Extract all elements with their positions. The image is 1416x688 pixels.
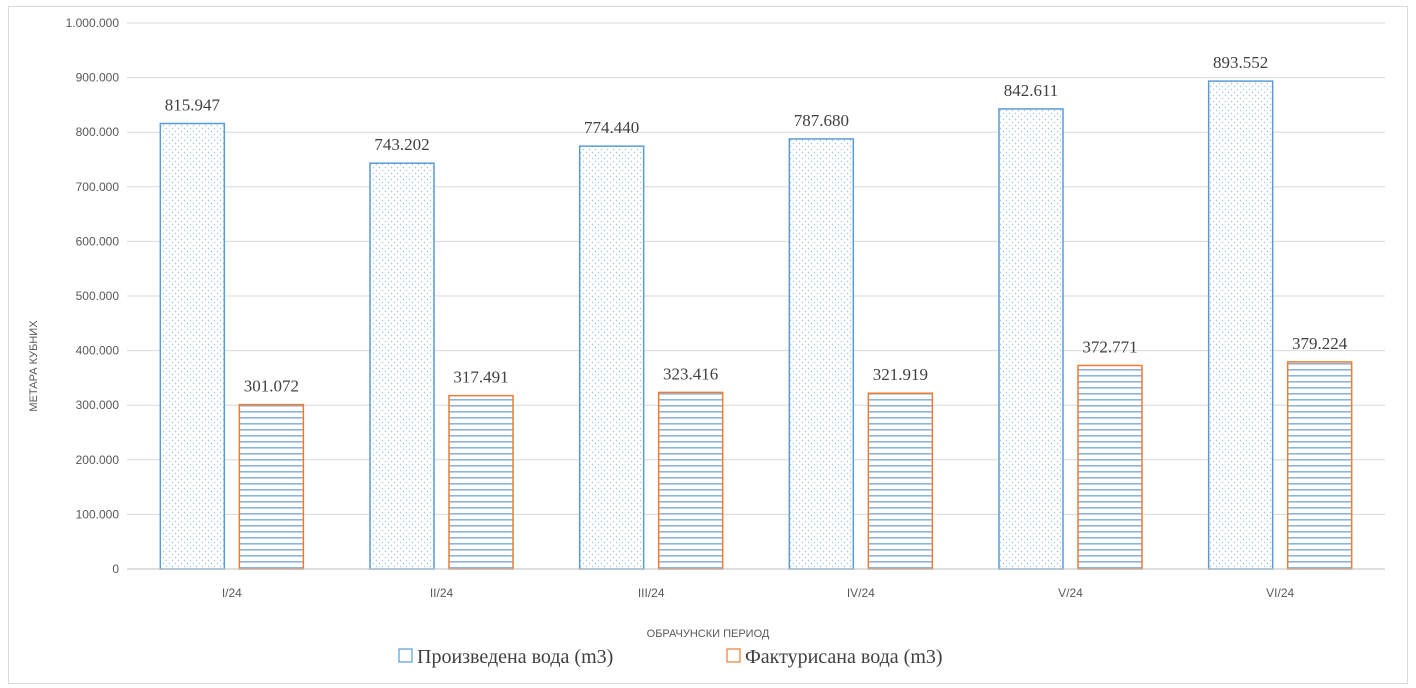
legend-label: Фактурисана вода (m3) [745,646,943,668]
data-label: 301.072 [244,377,299,396]
data-label: 743.202 [374,135,429,154]
y-tick-label: 0 [112,562,119,576]
data-label: 323.416 [663,364,718,383]
legend: Произведена вода (m3) Фактурисана вода (m… [398,646,943,668]
x-axis-title: ОБРАЧУНСКИ ПЕРИОД [647,628,770,640]
data-label: 893.552 [1213,53,1268,72]
chart-frame: 0 100.000 200.000 300.000 400.000 500.000 600.… [8,6,1408,684]
bar-invoiced [1077,364,1143,570]
x-tick-label: IV/24 [847,586,875,600]
y-tick-label: 500.000 [76,289,120,303]
bar-invoiced [657,391,724,570]
legend-swatch [726,648,741,663]
bar-invoiced [238,403,305,570]
y-tick-label: 100.000 [76,507,120,521]
bar-produced [1207,80,1274,570]
data-label: 815.947 [165,95,221,114]
bar-invoiced [448,394,514,570]
data-label: 774.440 [584,118,639,137]
data-label: 842.611 [1004,81,1059,100]
data-label: 372.771 [1082,337,1137,356]
data-label: 379.224 [1292,334,1348,353]
x-tick-label: III/24 [638,586,665,600]
bar-produced [159,122,226,570]
bars [159,80,1353,570]
bar-invoiced [867,392,934,570]
legend-swatch [398,648,413,663]
data-label: 321.919 [873,365,928,384]
y-axis-ticks: 0 100.000 200.000 300.000 400.000 500.000 600.… [66,16,120,576]
bar-chart: 0 100.000 200.000 300.000 400.000 500.000 600.… [28,16,1385,668]
bar-produced [788,138,855,570]
y-tick-label: 700.000 [76,180,120,194]
x-tick-label: I/24 [222,586,242,600]
bar-invoiced [1286,361,1353,570]
y-tick-label: 1.000.000 [66,16,120,30]
data-label: 787.680 [794,111,849,130]
legend-label: Произведена вода (m3) [417,646,613,668]
gridlines [127,22,1385,515]
y-tick-label: 300.000 [76,398,120,412]
bar-produced [998,108,1064,570]
data-labels: 815.947 301.072 743.202 317.491 774.440 323.4… [165,53,1348,395]
data-label: 317.491 [453,368,508,387]
y-tick-label: 200.000 [76,453,120,467]
bar-produced [369,162,435,570]
x-tick-label: V/24 [1058,586,1083,600]
y-axis-title: МЕТАРА КУБНИХ [28,320,40,412]
y-tick-label: 400.000 [76,344,120,358]
x-tick-label: II/24 [430,586,454,600]
x-tick-label: VI/24 [1266,586,1294,600]
y-tick-label: 600.000 [76,234,120,248]
y-tick-label: 900.000 [76,71,120,85]
x-axis-ticks: I/24 II/24 III/24 IV/24 V/24 VI/24 [222,586,1295,600]
y-tick-label: 800.000 [76,125,120,139]
bar-produced [578,145,645,570]
